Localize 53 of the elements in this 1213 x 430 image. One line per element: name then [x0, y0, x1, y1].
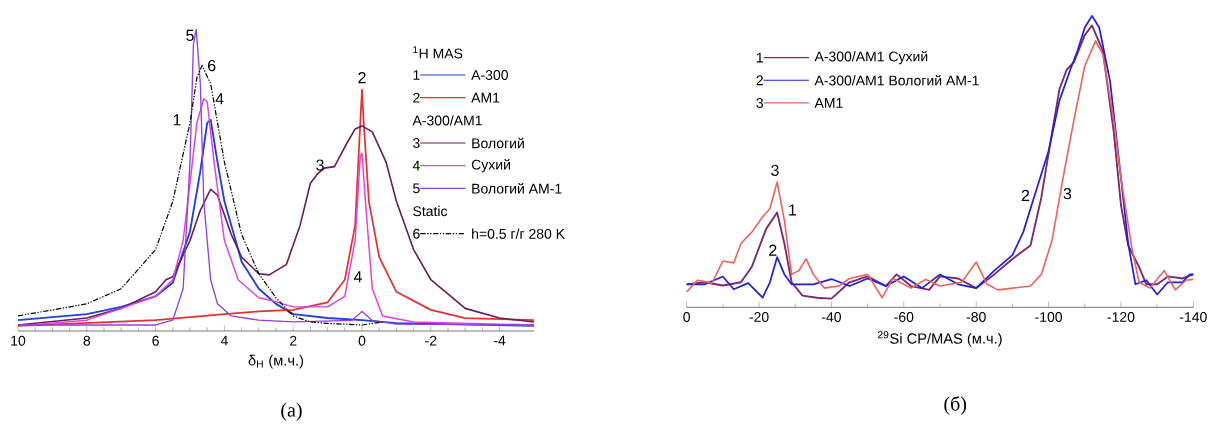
- x-tick-label: 0: [683, 312, 691, 322]
- annotation: 2: [756, 75, 763, 86]
- annotation: 3: [413, 138, 420, 148]
- text: (б): [944, 396, 967, 415]
- annotation: 5: [186, 29, 194, 41]
- annotation: 1: [413, 70, 420, 80]
- x-tick-label: 8: [83, 335, 91, 346]
- legend-label: A-300: [471, 70, 508, 80]
- x-tick-label: 6: [152, 335, 159, 346]
- x-axis-title: $^{29}$Si CP/MAS (м.ч.): [877, 331, 1002, 347]
- x-tick-label: -140: [1179, 312, 1207, 322]
- annotation: 1: [756, 52, 763, 63]
- annotation: 3: [1063, 187, 1072, 200]
- legend-title: $^{1}$H MAS: [413, 46, 463, 59]
- annotation: 6: [208, 59, 216, 72]
- legend-label: Вологий: [472, 137, 524, 149]
- legend-label: Сухий: [471, 159, 510, 173]
- x-tick-label: -2: [425, 335, 437, 346]
- annotation: 3: [316, 159, 324, 171]
- text: (a): [281, 402, 302, 421]
- legend-label: Вологий АМ-1: [472, 183, 562, 194]
- x-tick-label: 10: [11, 335, 26, 346]
- legend-label: AM1: [814, 98, 843, 108]
- x-axis-title: δ$_{H}$ (м.ч.): [248, 354, 304, 369]
- annotation: 4: [215, 93, 224, 105]
- x-tick-label: -20: [749, 312, 769, 322]
- legend-label: A-300/AM1 Вологий АМ-1: [814, 74, 979, 86]
- annotation: Static: [413, 205, 448, 217]
- annotation: 2: [769, 244, 777, 256]
- legend-label: A-300/AM1 Сухий: [814, 50, 928, 65]
- annotation: 3: [771, 164, 779, 176]
- annotation: 1: [173, 114, 181, 126]
- x-tick-label: -80: [966, 312, 986, 322]
- annotation: 4: [353, 271, 362, 283]
- annotation: 2: [358, 72, 366, 84]
- x-tick-label: 4: [220, 335, 228, 346]
- x-tick-label: -100: [1035, 312, 1063, 322]
- annotation: 2: [413, 92, 420, 103]
- x-tick-label: -120: [1107, 312, 1135, 322]
- annotation: 3: [756, 97, 764, 108]
- annotation: 4: [412, 160, 420, 171]
- annotation: 6: [413, 228, 420, 239]
- annotation: 2: [1021, 189, 1030, 201]
- x-tick-label: -4: [494, 335, 506, 346]
- annotation: 5: [413, 183, 420, 194]
- annotation: A-300/AM1: [412, 115, 482, 126]
- annotation: 1: [789, 204, 797, 216]
- x-tick-label: 2: [290, 335, 297, 346]
- x-tick-label: -40: [821, 312, 841, 322]
- x-tick-label: 0: [358, 335, 366, 346]
- legend-label: h=0.5 г/г 280 K: [472, 228, 565, 239]
- x-tick-label: -60: [894, 312, 914, 322]
- legend-label: AM1: [471, 92, 500, 103]
